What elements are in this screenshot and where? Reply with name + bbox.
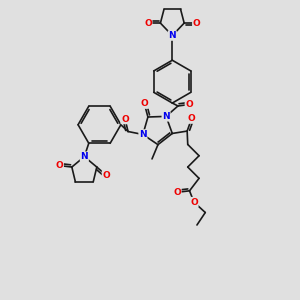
Text: O: O (188, 114, 196, 123)
Text: N: N (169, 31, 176, 40)
Text: O: O (190, 198, 198, 207)
Text: O: O (144, 19, 152, 28)
Text: N: N (139, 130, 147, 139)
Text: O: O (173, 188, 181, 197)
Text: N: N (162, 112, 170, 121)
Text: O: O (121, 115, 129, 124)
Text: O: O (102, 171, 110, 180)
Text: N: N (80, 152, 88, 161)
Text: O: O (193, 19, 200, 28)
Text: O: O (185, 100, 193, 109)
Text: O: O (56, 161, 63, 170)
Text: O: O (140, 99, 148, 108)
